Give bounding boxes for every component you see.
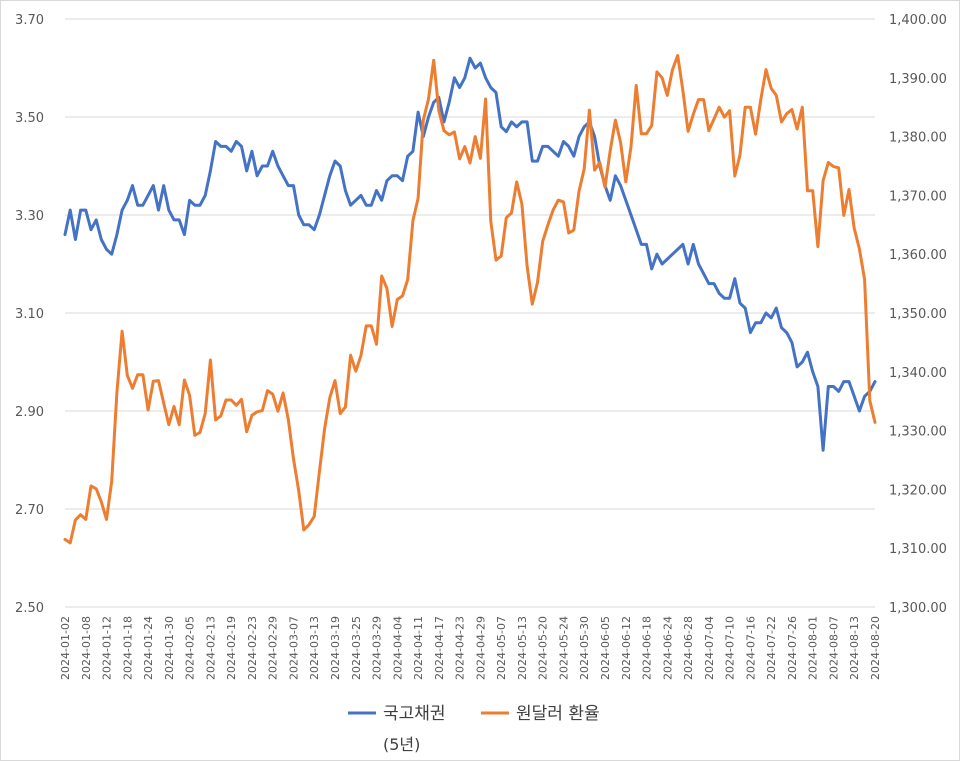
x-tick-label: 2024-05-24 <box>557 616 570 680</box>
right-tick-label: 1,310.00 <box>889 542 947 557</box>
x-tick-label: 2024-02-29 <box>267 616 280 680</box>
left-tick-label: 2.70 <box>15 503 44 518</box>
x-tick-label: 2024-06-12 <box>620 616 633 680</box>
x-tick-label: 2024-01-24 <box>142 616 155 680</box>
x-tick-label: 2024-03-13 <box>308 616 321 680</box>
right-tick-label: 1,350.00 <box>889 307 947 322</box>
x-tick-label: 2024-01-30 <box>163 616 176 680</box>
series-line-bond <box>63 56 877 452</box>
series-line-fx <box>63 54 877 545</box>
x-tick-label: 2024-07-22 <box>765 616 778 680</box>
right-axis-tick-labels: 1,300.00 1,310.00 1,320.00 1,330.00 1,340.00… <box>889 13 947 616</box>
x-tick-label: 2024-01-12 <box>101 616 114 680</box>
left-tick-label: 2.50 <box>15 601 44 616</box>
left-tick-label: 2.90 <box>15 405 44 420</box>
x-tick-label: 2024-01-02 <box>59 616 72 680</box>
legend-note: (5년) <box>383 735 420 754</box>
x-tick-label: 2024-02-23 <box>246 616 259 680</box>
right-tick-label: 1,370.00 <box>889 189 947 204</box>
x-tick-label: 2024-02-13 <box>204 616 217 680</box>
x-tick-label: 2024-07-26 <box>786 616 799 680</box>
right-tick-label: 1,320.00 <box>889 483 947 498</box>
right-tick-label: 1,380.00 <box>889 131 947 146</box>
x-tick-label: 2024-08-13 <box>848 616 861 680</box>
x-tick-label: 2024-05-07 <box>495 616 508 680</box>
x-tick-label: 2024-01-18 <box>121 616 134 680</box>
x-tick-label: 2024-07-04 <box>703 616 716 680</box>
right-tick-label: 1,300.00 <box>889 601 947 616</box>
x-tick-label: 2024-03-07 <box>287 616 300 680</box>
right-tick-label: 1,330.00 <box>889 425 947 440</box>
right-tick-label: 1,360.00 <box>889 248 947 263</box>
left-tick-label: 3.10 <box>15 307 44 322</box>
x-tick-label: 2024-04-29 <box>474 616 487 680</box>
right-tick-label: 1,400.00 <box>889 13 947 28</box>
x-tick-label: 2024-07-16 <box>744 616 757 680</box>
x-tick-label: 2024-07-10 <box>724 616 737 680</box>
left-axis-tick-labels: 2.50 2.70 2.90 3.10 3.30 3.50 3.70 <box>15 13 44 616</box>
x-tick-label: 2024-05-13 <box>516 616 529 680</box>
gridlines <box>65 18 875 608</box>
x-tick-label: 2024-04-17 <box>433 616 446 680</box>
x-tick-label: 2024-02-19 <box>225 616 238 680</box>
series-lines <box>63 54 877 545</box>
x-tick-label: 2024-03-19 <box>329 616 342 680</box>
right-tick-label: 1,390.00 <box>889 72 947 87</box>
left-tick-label: 3.30 <box>15 209 44 224</box>
legend-label-fx: 원달러 환율 <box>516 704 600 724</box>
right-tick-label: 1,340.00 <box>889 366 947 381</box>
x-tick-label: 2024-06-18 <box>641 616 654 680</box>
x-tick-label: 2024-06-05 <box>599 616 612 680</box>
x-tick-label: 2024-06-24 <box>661 616 674 680</box>
left-tick-label: 3.50 <box>15 111 44 126</box>
x-tick-label: 2024-04-04 <box>391 616 404 680</box>
x-tick-label: 2024-02-05 <box>184 616 197 680</box>
left-tick-label: 3.70 <box>15 13 44 28</box>
legend: 국고채권 원달러 환율 (5년) <box>348 704 600 754</box>
x-tick-label: 2024-08-01 <box>807 616 820 680</box>
x-tick-label: 2024-03-25 <box>350 616 363 680</box>
x-tick-label: 2024-05-30 <box>578 616 591 680</box>
x-tick-label: 2024-08-07 <box>827 616 840 680</box>
x-tick-label: 2024-06-28 <box>682 616 695 680</box>
x-tick-label: 2024-03-29 <box>371 616 384 680</box>
x-tick-label: 2024-04-23 <box>454 616 467 680</box>
x-axis-tick-labels: 2024-01-02 2024-01-08 2024-01-12 2024-01-18… <box>59 616 882 680</box>
x-tick-label: 2024-01-08 <box>80 616 93 680</box>
x-tick-label: 2024-08-20 <box>869 616 882 680</box>
x-tick-label: 2024-05-20 <box>537 616 550 680</box>
x-tick-label: 2024-04-11 <box>412 616 425 680</box>
legend-label-bond: 국고채권 <box>383 704 446 724</box>
